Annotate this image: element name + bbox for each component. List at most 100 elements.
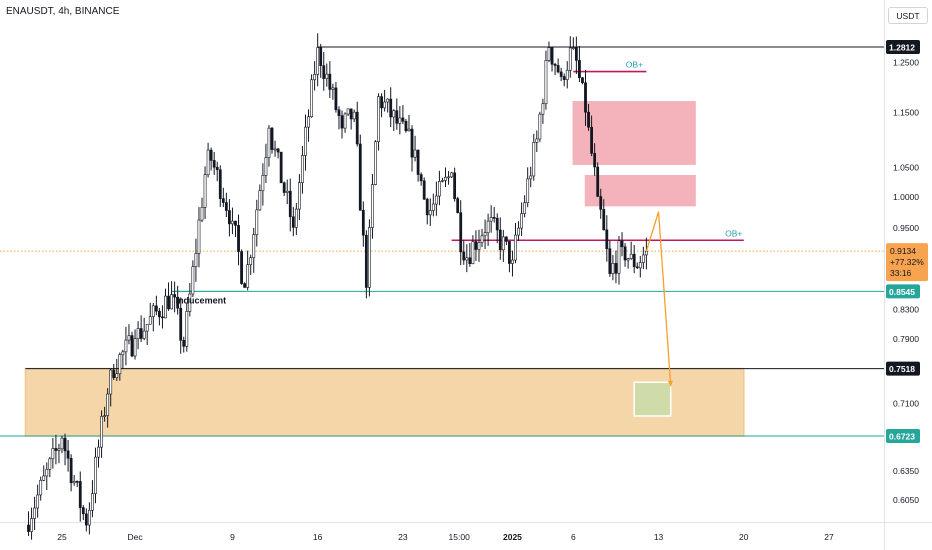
candle-body [550,47,554,65]
candle-body [170,294,173,310]
candle-body [361,210,365,236]
candle-body [480,235,484,243]
candle-body [401,117,405,122]
supply-zone[interactable] [572,101,696,165]
candle-body [157,310,161,318]
candle-body [404,120,408,132]
candle-body [100,416,103,448]
candle-body [252,234,256,258]
candle-body [450,172,453,178]
candle-body [136,328,140,339]
candle-body [87,509,91,526]
candle-body [273,148,277,151]
candle-body [294,208,298,228]
candle-body [410,128,414,158]
candle-body [520,213,523,229]
candle-body [319,47,323,66]
candle-body [568,47,572,71]
y-tick-label: 0.9500 [893,223,919,233]
candle-body [352,111,356,120]
candle-body [380,96,383,109]
candle-body [471,241,475,265]
candle-body [285,190,289,193]
candle-body [547,47,551,61]
candle-body [69,457,73,484]
candle-body [581,77,584,84]
candle-body [197,219,201,254]
price-tag-label: 0.6723 [889,432,915,442]
candle-body [243,283,247,288]
candle-body [371,184,374,228]
last-price-tag [886,243,928,282]
price-tag [886,361,920,376]
candle-body [486,220,490,234]
candle-body [395,110,399,124]
y-tick-label: 0.8300 [893,304,919,314]
candle-body [200,207,204,221]
candle-body [139,328,143,339]
candle-body [218,169,222,199]
candle-body [164,295,167,319]
candle-body [517,227,520,236]
candle-body [508,241,511,264]
demand-zone[interactable] [24,367,745,437]
y-tick-label: 1.0000 [893,192,919,202]
candle-body [130,335,134,357]
candle-body [209,149,213,161]
candle-body [215,166,219,171]
projection-path[interactable] [645,211,672,387]
candle-body [377,96,380,143]
candle-body [97,446,100,458]
candle-body [428,210,432,216]
candle-body [535,138,539,143]
candle-body [66,450,70,459]
candle-body [331,87,335,90]
candle-body [343,113,347,129]
candle-body [626,258,630,261]
candle-body [307,116,310,128]
candle-body [465,257,469,261]
candle-body [264,157,268,176]
y-tick-label: 1.0500 [893,163,919,173]
candle-body [288,190,292,218]
candle-body [221,198,225,203]
candle-body [206,149,210,175]
candle-body [489,217,493,222]
candle-body [36,494,40,509]
x-tick-label: 9 [230,532,235,542]
target-zone[interactable] [633,381,672,417]
candle-body [301,155,304,183]
supply-zone[interactable] [584,174,696,207]
candles [27,33,648,540]
candle-body [234,220,237,226]
candle-body [638,262,642,269]
candle-body [474,241,478,250]
candle-body [459,212,463,253]
candle-body [298,182,301,210]
x-tick-label: 6 [571,532,576,542]
candle-body [249,257,253,266]
x-tick-label: 25 [57,532,67,542]
candle-body [340,115,344,129]
candle-body [328,73,332,90]
candle-body [571,47,575,49]
candle-body [358,143,362,211]
y-tick-label: 0.7100 [893,399,919,409]
x-tick-label: 13 [654,532,664,542]
currency-selector[interactable]: USDT [888,7,928,24]
candle-body [313,74,317,81]
x-tick-label: 23 [398,532,408,542]
candle-body [121,351,125,355]
candle-body [602,209,606,231]
candle-body [127,335,131,341]
candle-body [413,149,417,158]
candle-body [118,354,122,375]
candle-body [106,393,110,416]
candle-body [145,323,149,332]
price-tag-label: 0.7518 [889,364,915,374]
candle-body [632,253,636,268]
candle-body [364,234,368,288]
candle-body [255,209,259,236]
